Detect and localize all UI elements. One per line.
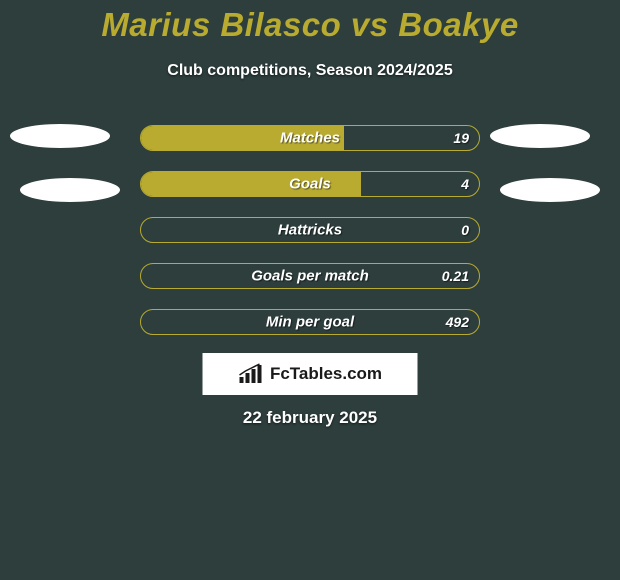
subtitle: Club competitions, Season 2024/2025: [0, 62, 620, 80]
page-title: Marius Bilasco vs Boakye: [0, 6, 620, 44]
player-right-photo-2: [500, 178, 600, 202]
stat-row-min-per-goal: Min per goal 492: [140, 309, 480, 335]
logo-text-prefix: Fc: [270, 364, 290, 383]
stat-value: 0.21: [442, 268, 469, 284]
logo-text-main: Tables: [290, 364, 343, 383]
logo-text: FcTables.com: [270, 364, 382, 384]
date-label: 22 february 2025: [0, 408, 620, 428]
player-left-photo-2: [20, 178, 120, 202]
stat-value: 19: [453, 130, 469, 146]
player-left-photo-1: [10, 124, 110, 148]
stat-label: Hattricks: [278, 222, 342, 239]
stat-value: 492: [446, 314, 469, 330]
stat-row-matches: Matches 19: [140, 125, 480, 151]
stat-label: Goals per match: [251, 268, 369, 285]
stat-value: 4: [461, 176, 469, 192]
stat-label: Min per goal: [266, 314, 354, 331]
stat-value: 0: [461, 222, 469, 238]
player-right-photo-1: [490, 124, 590, 148]
fctables-logo[interactable]: FcTables.com: [203, 353, 418, 395]
logo-text-suffix: .com: [342, 364, 382, 383]
background: [0, 0, 620, 580]
stat-label: Goals: [289, 176, 331, 193]
stat-row-goals-per-match: Goals per match 0.21: [140, 263, 480, 289]
stat-row-goals: Goals 4: [140, 171, 480, 197]
bar-chart-icon: [238, 363, 264, 385]
stat-row-hattricks: Hattricks 0: [140, 217, 480, 243]
stat-label: Matches: [280, 130, 340, 147]
